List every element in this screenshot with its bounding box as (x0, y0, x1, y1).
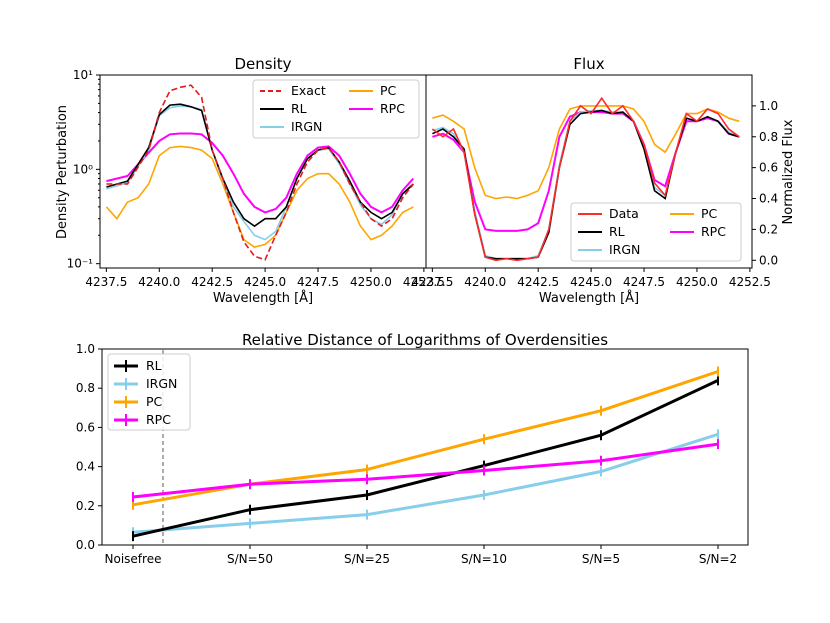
density-xtick-label: 4242.5 (191, 275, 233, 289)
density-series-exact (106, 84, 414, 261)
density-plot-area (105, 84, 415, 261)
legend-data-label: Data (609, 206, 639, 221)
distance-ytick-label: 0.6 (76, 420, 95, 434)
flux-legend-box (570, 202, 742, 262)
flux-plot-area (431, 96, 740, 262)
distance-series-irgn (132, 432, 719, 534)
density-series-pc (105, 145, 414, 248)
legend-irgn-label: IRGN (609, 242, 640, 257)
distance-ytick-label: 0.8 (76, 381, 95, 395)
density-xtick-label: 4245.0 (244, 275, 286, 289)
distance-frame (101, 348, 749, 546)
distance-series-rl (132, 379, 719, 538)
legend-rpc-label: RPC (701, 224, 726, 239)
distance-ytick-label: 1.0 (76, 342, 95, 356)
density-ylabel: Density Perturbation (55, 105, 70, 239)
flux-ytick-label: 0.8 (759, 130, 778, 144)
flux-ytick-label: 0.4 (759, 192, 778, 206)
flux-xtick-label: 4245.0 (570, 275, 612, 289)
distance-xtick-label: S/N=50 (227, 552, 273, 566)
density-xlabel: Wavelength [Å] (213, 290, 313, 306)
distance-legend-box (107, 353, 191, 431)
legend-pc-label: PC (380, 83, 397, 98)
distance-series-pc (132, 370, 719, 507)
density-panel: Density 4237.5 4240.0 4242.5 4245.0 4247.5 42… (55, 55, 445, 306)
legend-rl-label: RL (609, 224, 625, 239)
flux-xtick-label: 4252.5 (729, 275, 771, 289)
distance-xtick-label: S/N=25 (344, 552, 390, 566)
flux-ytick-label: 0.0 (759, 253, 778, 267)
legend-irgn-label: IRGN (146, 376, 177, 391)
density-xtick-label: 4247.5 (297, 275, 339, 289)
distance-legend: RL IRGN PC RPC (107, 353, 191, 431)
flux-ylabel: Normalized Flux (781, 119, 796, 224)
legend-rl-label: RL (291, 101, 307, 116)
distance-panel: Relative Distance of Logarithms of Overd… (76, 331, 749, 566)
distance-xtick-label: S/N=2 (699, 552, 737, 566)
density-series-rl (106, 103, 414, 228)
legend-rl-label: RL (146, 358, 162, 373)
flux-ytick-label: 0.2 (759, 222, 778, 236)
legend-exact-label: Exact (291, 83, 326, 98)
flux-ticks: 4237.5 4240.0 4242.5 4245.0 4247.5 4250.0 4252… (411, 99, 778, 289)
legend-rpc-label: RPC (146, 412, 171, 427)
density-xtick-label: 4250.0 (350, 275, 392, 289)
flux-title: Flux (573, 55, 604, 73)
density-legend-box (252, 79, 420, 139)
density-ytick-label: 10⁻¹ (67, 257, 94, 271)
flux-xtick-label: 4242.5 (517, 275, 559, 289)
density-ticks: 4237.5 4240.0 4242.5 4245.0 4247.5 4250.0 4252… (67, 68, 445, 289)
distance-ytick-label: 0.2 (76, 499, 95, 513)
distance-series-rpc (132, 442, 719, 499)
distance-xtick-label: S/N=5 (582, 552, 620, 566)
flux-series-pc (432, 105, 740, 200)
legend-pc-label: PC (701, 206, 718, 221)
distance-xtick-label: Noisefree (105, 552, 162, 566)
distance-ytick-label: 0.4 (76, 460, 95, 474)
flux-xtick-label: 4250.0 (676, 275, 718, 289)
flux-series-data (431, 96, 740, 262)
distance-ticks: Noisefree S/N=50 S/N=25 S/N=10 S/N=5 S/N=2 0.0… (76, 342, 737, 566)
legend-pc-swatch (114, 396, 138, 408)
legend-irgn-swatch (114, 378, 138, 390)
density-xtick-label: 4237.5 (85, 275, 127, 289)
distance-plot-area (132, 366, 719, 542)
distance-xtick-label: S/N=10 (461, 552, 507, 566)
density-xtick-label: 4240.0 (138, 275, 180, 289)
density-xtick-label: 4252.5 (403, 275, 445, 289)
legend-pc-label: PC (146, 394, 163, 409)
legend-rpc-swatch (114, 414, 138, 426)
density-ytick-label: 10⁰ (73, 162, 93, 176)
flux-xlabel: Wavelength [Å] (539, 290, 639, 306)
distance-ytick-label: 0.0 (76, 538, 95, 552)
flux-ytick-label: 0.6 (759, 161, 778, 175)
flux-panel: Flux 4237.5 4240.0 4242.5 4245.0 4247.5 4250.… (411, 55, 796, 306)
distance-title: Relative Distance of Logarithms of Overd… (242, 331, 608, 349)
flux-frame (425, 74, 753, 269)
density-ytick-label: 10¹ (73, 68, 93, 82)
flux-xtick-label: 4247.5 (623, 275, 665, 289)
flux-ytick-label: 1.0 (759, 99, 778, 113)
flux-xtick-label: 4240.0 (464, 275, 506, 289)
legend-rl-swatch (114, 360, 138, 372)
density-title: Density (234, 55, 291, 73)
density-series-rpc (106, 132, 415, 214)
flux-xtick-label: 4237.5 (411, 275, 453, 289)
flux-legend: Data RL IRGN PC RPC (570, 202, 742, 262)
density-legend: Exact RL IRGN PC RPC (252, 79, 420, 139)
legend-rpc-label: RPC (380, 101, 405, 116)
legend-irgn-label: IRGN (291, 119, 322, 134)
